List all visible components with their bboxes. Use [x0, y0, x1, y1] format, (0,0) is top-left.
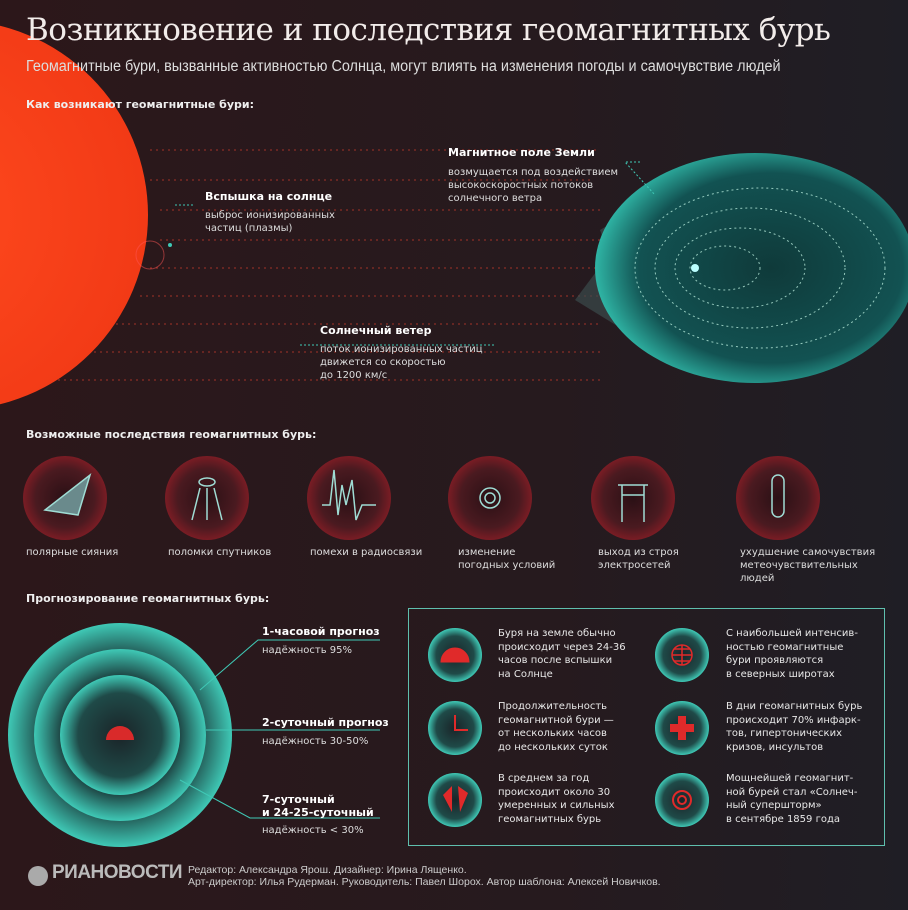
pill-icon: [771, 474, 785, 518]
storm-icon: [672, 790, 692, 810]
credits: Редактор: Александра Ярош. Дизайнер: Ири…: [188, 864, 661, 888]
forecast-title: 1-часовой прогноз: [262, 625, 380, 638]
fact-text: В дни геомагнитных бурь происходит 70% и…: [726, 701, 863, 753]
satellite-icon: [191, 477, 223, 521]
forecast-title: 2-суточный прогноз: [262, 716, 389, 729]
sun-icon: [106, 726, 134, 740]
page-title: Возникновение и последствия геомагнитных…: [26, 12, 831, 48]
page-subtitle: Геомагнитные бури, вызванные активностью…: [26, 58, 781, 75]
ria-logo: РИАНОВОСТИ: [52, 862, 183, 884]
consequence-label: выход из строя электросетей: [598, 547, 679, 571]
consequences-heading: Возможные последствия геомагнитных бурь:: [26, 428, 317, 441]
ria-logo-mark: [28, 866, 48, 886]
forecast-heading: Прогнозирование геомагнитных бурь:: [26, 592, 270, 605]
earth-magnetosphere: [595, 153, 908, 383]
field-text: возмущается под воздействием высокоскоро…: [448, 167, 619, 204]
forecast-reliability: надёжность < 30%: [262, 825, 364, 836]
forecast-reliability: надёжность 95%: [262, 645, 353, 656]
consequence-label: поломки спутников: [168, 547, 272, 558]
flare-text: выброс ионизированных частиц (плазмы): [205, 210, 335, 234]
consequence-label: ухудшение самочувствия метеочувствительн…: [740, 547, 876, 584]
globe-icon: [671, 644, 693, 666]
forecast-title: 7-суточный и 24-25-суточный: [262, 793, 374, 819]
consequence-label: полярные сияния: [26, 547, 119, 558]
wind-text: поток ионизированных частиц движется со …: [320, 344, 483, 381]
wind-title: Солнечный ветер: [320, 324, 432, 337]
fact-text: В среднем за год происходит около 30 уме…: [498, 773, 615, 825]
flare-title: Вспышка на солнце: [205, 190, 333, 203]
power-line-icon: [618, 484, 648, 522]
magnetic-field-lines: [634, 187, 886, 349]
fact-text: Продолжительность геомагнитной бури — от…: [498, 701, 614, 753]
ria-logo-text: РИАНОВОСТИ: [52, 862, 183, 883]
consequence-label: помехи в радиосвязи: [310, 547, 423, 558]
origin-heading: Как возникают геомагнитные бури:: [26, 98, 254, 111]
forecast-reliability: надёжность 30-50%: [262, 736, 369, 747]
weather-icon: [479, 487, 501, 509]
sun-dial-icon: [440, 647, 470, 663]
aurora-icon: [43, 472, 92, 516]
flare-icon: [443, 786, 468, 812]
forecast-circles: [8, 623, 232, 847]
sun: [0, 25, 148, 405]
fact-text: Мощнейшей геомагнит- ной бурей стал «Сол…: [726, 773, 858, 825]
field-title: Магнитное поле Земли: [448, 146, 595, 159]
solar-flare: [135, 240, 165, 270]
earth: [691, 264, 699, 272]
clock-icon: [454, 715, 468, 731]
fact-text: С наибольшей интенсив- ностью геомагнитн…: [726, 628, 858, 680]
consequence-label: изменение погодных условий: [458, 547, 556, 571]
consequence-circles: [23, 456, 820, 540]
fact-text: Буря на земле обычно происходит через 24…: [498, 628, 626, 680]
facts-box: [408, 608, 885, 846]
radio-wave-icon: [322, 469, 376, 521]
medical-cross-icon: [670, 716, 694, 740]
solar-wind-lines: [40, 149, 600, 381]
